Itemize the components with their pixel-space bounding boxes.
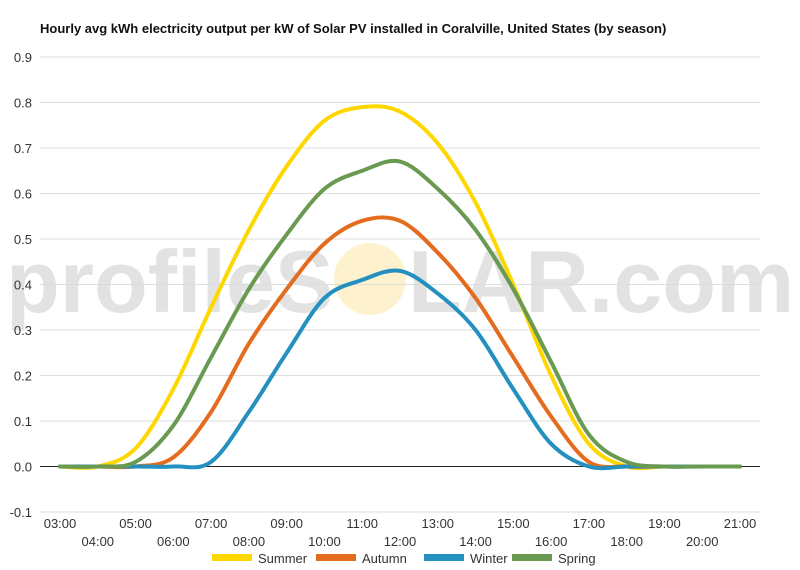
legend-swatch [512,554,552,561]
legend-item-spring[interactable]: Spring [512,551,596,566]
y-tick-label: -0.1 [10,505,32,520]
gridlines [40,56,760,513]
x-tick-label: 07:00 [195,516,228,531]
chart-title: Hourly avg kWh electricity output per kW… [40,21,666,36]
y-tick-label: 0.9 [14,50,32,65]
legend-item-autumn[interactable]: Autumn [316,551,407,566]
x-tick-label: 09:00 [270,516,303,531]
y-tick-label: 0.0 [14,460,32,475]
x-tick-label: 21:00 [724,516,757,531]
watermark-left: profileS [6,232,334,331]
legend: Summer Autumn Winter Spring [212,551,596,566]
legend-label: Summer [258,551,308,566]
y-tick-label: 0.7 [14,141,32,156]
y-tick-label: 0.6 [14,187,32,202]
watermark: profileS LAR.com [6,232,794,331]
watermark-right: LAR.com [408,232,794,331]
y-tick-label: 0.8 [14,96,32,111]
y-tick-labels: -0.1 0.0 0.1 0.2 0.3 0.4 0.5 0.6 0.7 0.8 0.9 [10,50,32,520]
legend-swatch [424,554,464,561]
x-tick-label: 03:00 [44,516,77,531]
x-tick-label: 08:00 [233,534,266,549]
x-tick-label: 20:00 [686,534,719,549]
x-tick-label: 12:00 [384,534,417,549]
x-tick-label: 13:00 [422,516,455,531]
x-tick-label: 19:00 [648,516,681,531]
series-line-spring [58,158,742,469]
x-tick-label: 05:00 [119,516,152,531]
x-tick-label: 18:00 [610,534,643,549]
legend-item-winter[interactable]: Winter [424,551,508,566]
series-line-winter [58,268,742,471]
x-tick-label: 06:00 [157,534,190,549]
x-tick-label: 16:00 [535,534,568,549]
legend-label: Spring [558,551,596,566]
legend-label: Winter [470,551,508,566]
x-tick-label: 11:00 [346,516,378,531]
series-lines [58,104,742,471]
y-tick-label: 0.5 [14,232,32,247]
y-tick-label: 0.3 [14,323,32,338]
y-tick-label: 0.1 [14,414,32,429]
x-tick-labels: 03:00 04:00 05:00 06:00 07:00 08:00 09:00 10:00… [44,516,757,549]
y-tick-label: 0.4 [14,278,32,293]
legend-item-summer[interactable]: Summer [212,551,308,566]
y-tick-label: 0.2 [14,369,32,384]
x-tick-label: 10:00 [308,534,341,549]
legend-swatch [212,554,252,561]
legend-label: Autumn [362,551,407,566]
x-tick-label: 14:00 [459,534,492,549]
legend-swatch [316,554,356,561]
x-tick-label: 17:00 [573,516,606,531]
x-tick-label: 15:00 [497,516,530,531]
x-tick-label: 04:00 [82,534,115,549]
